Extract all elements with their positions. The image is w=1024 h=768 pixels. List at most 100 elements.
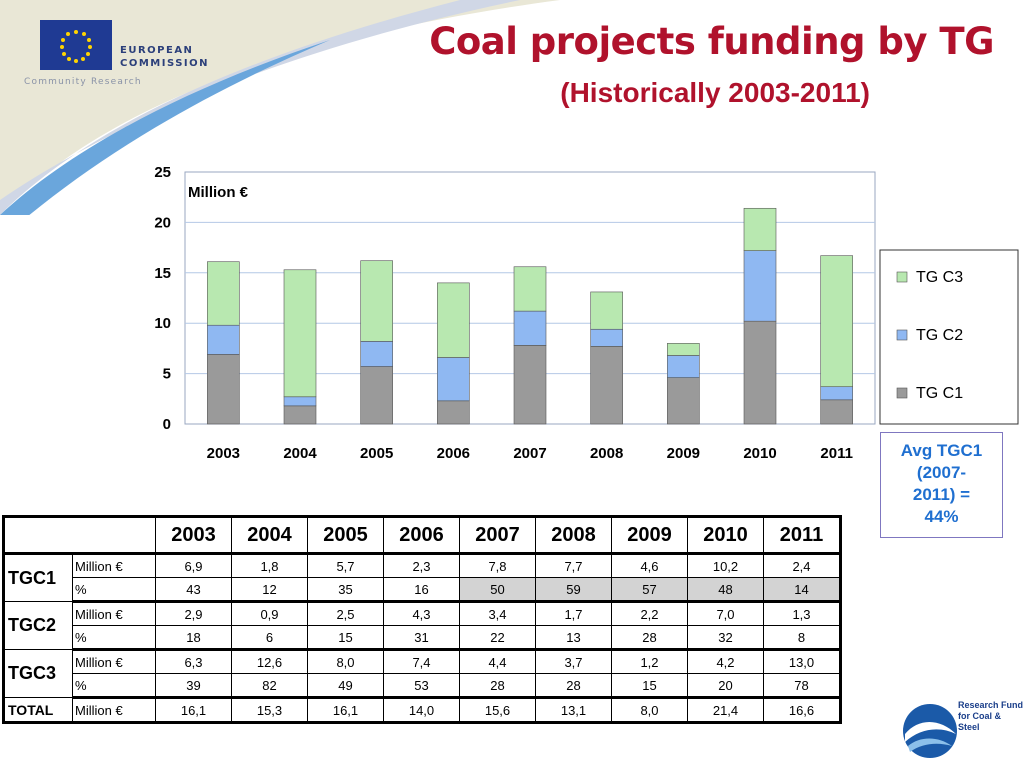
bar-tg-c3 bbox=[743, 207, 777, 251]
stacked-bar-chart: 0 5 10 15 20 25 2003 2004 2005 2006 2007 2008 2009 20… bbox=[154, 164, 1019, 462]
legend-swatch bbox=[896, 271, 908, 283]
value-cell: 50 bbox=[459, 577, 536, 603]
eu-org-name: EUROPEAN COMMISSION bbox=[120, 45, 210, 69]
value-cell: 1,8 bbox=[231, 553, 308, 578]
value-cell: 7,0 bbox=[687, 601, 764, 626]
bar-tg-c3 bbox=[207, 261, 240, 326]
value-cell: 0,9 bbox=[231, 601, 308, 626]
value-cell: 35 bbox=[307, 577, 384, 603]
x-tick-label: 2010 bbox=[743, 445, 776, 462]
value-cell: 7,4 bbox=[383, 649, 460, 674]
x-tick-label: 2008 bbox=[590, 445, 623, 462]
eu-org-subtitle: Community Research bbox=[24, 77, 142, 87]
group-label: TGC2 bbox=[2, 601, 73, 650]
year-header: 2008 bbox=[535, 515, 612, 555]
unit-cell: % bbox=[72, 625, 156, 651]
rf-text-line: for Coal & Steel bbox=[958, 711, 1002, 732]
legend-label: TG C1 bbox=[916, 385, 963, 402]
value-cell: 53 bbox=[383, 673, 460, 699]
bar-tg-c2 bbox=[667, 355, 700, 378]
value-cell: 82 bbox=[231, 673, 308, 699]
page-title: Coal projects funding by TG bbox=[429, 20, 994, 63]
x-tick-label: 2011 bbox=[820, 445, 853, 462]
value-cell: 1,3 bbox=[763, 601, 842, 626]
bar-tg-c3 bbox=[437, 282, 470, 358]
value-cell: 43 bbox=[155, 577, 232, 603]
year-header: 2003 bbox=[155, 515, 232, 555]
unit-cell: Million € bbox=[72, 697, 156, 724]
total-value-cell: 13,1 bbox=[535, 697, 612, 724]
value-cell: 1,2 bbox=[611, 649, 688, 674]
group-label: TGC1 bbox=[2, 553, 73, 602]
rf-text-line: Research Fund bbox=[958, 700, 1024, 710]
value-cell: 6 bbox=[231, 625, 308, 651]
bar-tg-c2 bbox=[360, 341, 393, 367]
bar-tg-c3 bbox=[283, 269, 317, 398]
value-cell: 2,9 bbox=[155, 601, 232, 626]
bar-tg-c2 bbox=[590, 328, 623, 347]
y-tick-label: 0 bbox=[163, 416, 171, 433]
value-cell: 13 bbox=[535, 625, 612, 651]
total-label: TOTAL bbox=[2, 697, 73, 724]
value-cell: 28 bbox=[459, 673, 536, 699]
value-cell: 8 bbox=[763, 625, 842, 651]
group-label: TGC3 bbox=[2, 649, 73, 698]
value-cell: 3,4 bbox=[459, 601, 536, 626]
unit-cell: Million € bbox=[72, 601, 156, 626]
value-cell: 4,3 bbox=[383, 601, 460, 626]
bar-tg-c2 bbox=[283, 396, 317, 407]
research-fund-logo bbox=[903, 704, 957, 758]
year-header: 2007 bbox=[459, 515, 536, 555]
total-value-cell: 15,6 bbox=[459, 697, 536, 724]
unit-cell: Million € bbox=[72, 553, 156, 578]
bar-tg-c2 bbox=[437, 357, 470, 402]
value-cell: 4,4 bbox=[459, 649, 536, 674]
unit-cell: % bbox=[72, 673, 156, 699]
x-tick-label: 2003 bbox=[207, 445, 240, 462]
x-tick-label: 2009 bbox=[667, 445, 700, 462]
total-value-cell: 16,1 bbox=[155, 697, 232, 724]
table-row: % 39 82 49 53 28 28 15 20 78 bbox=[4, 673, 842, 699]
total-value-cell: 14,0 bbox=[383, 697, 460, 724]
x-tick-label: 2005 bbox=[360, 445, 393, 462]
bar-tg-c1 bbox=[513, 345, 547, 425]
value-cell: 2,4 bbox=[763, 553, 842, 578]
value-cell: 3,7 bbox=[535, 649, 612, 674]
bar-tg-c3 bbox=[360, 260, 393, 342]
total-value-cell: 16,1 bbox=[307, 697, 384, 724]
year-header: 2010 bbox=[687, 515, 764, 555]
value-cell: 2,5 bbox=[307, 601, 384, 626]
funding-table: 2003 2004 2005 2006 2007 2008 2009 2010 … bbox=[2, 515, 842, 724]
value-cell: 6,9 bbox=[155, 553, 232, 578]
eu-flag-logo bbox=[40, 20, 112, 70]
avg-note-line: 44% bbox=[924, 507, 959, 526]
table-row: TGC3 Million €6,3 12,6 8,0 7,4 4,4 3,7 1,2 4,2 13… bbox=[2, 649, 842, 698]
bar-tg-c3 bbox=[590, 291, 623, 330]
legend-label: TG C2 bbox=[916, 327, 963, 344]
avg-note-line: Avg TGC1 bbox=[900, 441, 983, 460]
value-cell: 12 bbox=[231, 577, 308, 603]
avg-note-line: 2011) = bbox=[912, 485, 971, 504]
bar-tg-c2 bbox=[207, 324, 240, 355]
value-cell: 8,0 bbox=[307, 649, 384, 674]
value-cell: 39 bbox=[155, 673, 232, 699]
value-cell: 2,3 bbox=[383, 553, 460, 578]
legend-label: TG C3 bbox=[916, 269, 963, 286]
y-axis-label: Million € bbox=[188, 184, 249, 201]
x-tick-label: 2006 bbox=[437, 445, 470, 462]
value-cell: 18 bbox=[155, 625, 232, 651]
year-header: 2005 bbox=[307, 515, 384, 555]
value-cell: 6,3 bbox=[155, 649, 232, 674]
bar-tg-c2 bbox=[513, 310, 547, 346]
value-cell: 5,7 bbox=[307, 553, 384, 578]
total-value-cell: 15,3 bbox=[231, 697, 308, 724]
bar-tg-c2 bbox=[820, 386, 853, 401]
legend-swatch bbox=[896, 387, 908, 399]
value-cell: 57 bbox=[611, 577, 688, 603]
research-fund-text: Research Fund for Coal & Steel bbox=[958, 700, 1024, 733]
table-row: % 43 12 35 16 50 59 57 48 14 bbox=[4, 577, 842, 603]
value-cell: 49 bbox=[307, 673, 384, 699]
y-tick-label: 10 bbox=[154, 315, 171, 332]
bar-tg-c3 bbox=[820, 255, 853, 388]
value-cell: 12,6 bbox=[231, 649, 308, 674]
